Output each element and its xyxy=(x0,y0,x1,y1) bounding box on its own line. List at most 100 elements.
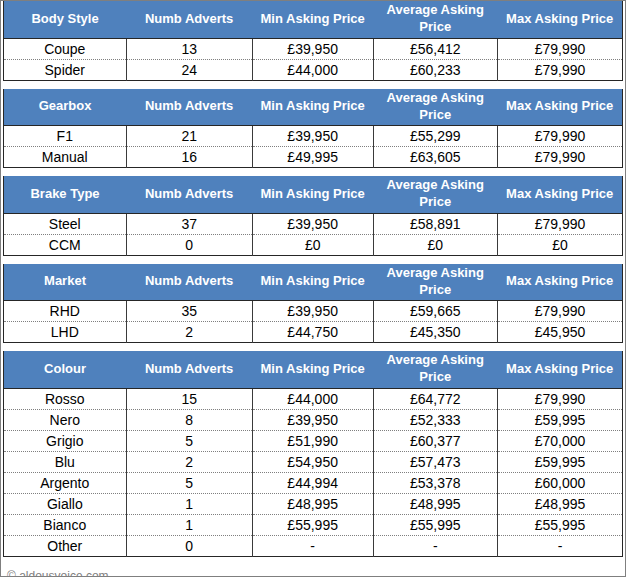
table-cell: £55,995 xyxy=(373,514,497,535)
table-cell: £44,994 xyxy=(252,472,373,493)
table-cell: 2 xyxy=(126,322,252,343)
table-cell: £44,000 xyxy=(252,59,373,80)
table-row: Bianco1£55,995£55,995£55,995 xyxy=(4,514,623,535)
column-header: Numb Adverts xyxy=(126,176,252,213)
table-cell: £79,990 xyxy=(497,126,622,147)
table-cell: £79,990 xyxy=(497,59,622,80)
table-cell: LHD xyxy=(4,322,127,343)
column-header: Max Asking Price xyxy=(497,89,622,126)
column-header-category: Body Style xyxy=(4,1,127,38)
column-header-category: Brake Type xyxy=(4,176,127,213)
table-cell: £53,378 xyxy=(373,472,497,493)
table-cell: £44,000 xyxy=(252,388,373,409)
table-cell: £59,665 xyxy=(373,301,497,322)
table-row: Grigio5£51,990£60,377£70,000 xyxy=(4,430,623,451)
table-cell: 0 xyxy=(126,535,252,556)
column-header: Min Asking Price xyxy=(252,176,373,213)
column-header: Max Asking Price xyxy=(497,264,622,301)
column-header: Min Asking Price xyxy=(252,351,373,388)
table-row: RHD35£39,950£59,665£79,990 xyxy=(4,301,623,322)
table-row: Rosso15£44,000£64,772£79,990 xyxy=(4,388,623,409)
table-cell: Giallo xyxy=(4,493,127,514)
column-header: Max Asking Price xyxy=(497,1,622,38)
table-cell: 2 xyxy=(126,451,252,472)
table-cell: £58,891 xyxy=(373,213,497,234)
table-cell: £63,605 xyxy=(373,147,497,168)
header-row: Body StyleNumb AdvertsMin Asking PriceAv… xyxy=(4,1,623,38)
table-cell: £79,990 xyxy=(497,38,622,59)
header-row: GearboxNumb AdvertsMin Asking PriceAvera… xyxy=(4,89,623,126)
column-header-category: Market xyxy=(4,264,127,301)
table-cell: £48,995 xyxy=(497,493,622,514)
table-cell: £39,950 xyxy=(252,126,373,147)
table-cell: Coupe xyxy=(4,38,127,59)
table-cell: RHD xyxy=(4,301,127,322)
table-cell: 5 xyxy=(126,472,252,493)
table-cell: £39,950 xyxy=(252,301,373,322)
table-row: Blu2£54,950£57,473£59,995 xyxy=(4,451,623,472)
table-cell: Manual xyxy=(4,147,127,168)
table-cell: 1 xyxy=(126,514,252,535)
table-cell: £79,990 xyxy=(497,301,622,322)
table-cell: £39,950 xyxy=(252,409,373,430)
table-cell: 8 xyxy=(126,409,252,430)
table-cell: - xyxy=(497,535,622,556)
table-cell: £51,990 xyxy=(252,430,373,451)
table-cell: £60,233 xyxy=(373,59,497,80)
column-header: Numb Adverts xyxy=(126,89,252,126)
table-cell: 35 xyxy=(126,301,252,322)
column-header-category: Colour xyxy=(4,351,127,388)
table-cell: £44,750 xyxy=(252,322,373,343)
table-cell: £79,990 xyxy=(497,388,622,409)
table-cell: Grigio xyxy=(4,430,127,451)
column-header: Min Asking Price xyxy=(252,89,373,126)
stats-page-frame: Body StyleNumb AdvertsMin Asking PriceAv… xyxy=(0,0,626,577)
column-header: Min Asking Price xyxy=(252,1,373,38)
table-cell: Rosso xyxy=(4,388,127,409)
table-cell: £55,995 xyxy=(252,514,373,535)
table-cell: £60,377 xyxy=(373,430,497,451)
table-cell: £55,995 xyxy=(497,514,622,535)
table-row: Spider24£44,000£60,233£79,990 xyxy=(4,59,623,80)
stats-table-body-style: Body StyleNumb AdvertsMin Asking PriceAv… xyxy=(3,1,623,81)
table-row: Nero8£39,950£52,333£59,995 xyxy=(4,409,623,430)
table-cell: Other xyxy=(4,535,127,556)
table-cell: £59,995 xyxy=(497,409,622,430)
header-row: MarketNumb AdvertsMin Asking PriceAverag… xyxy=(4,264,623,301)
table-row: Manual16£49,995£63,605£79,990 xyxy=(4,147,623,168)
table-cell: £52,333 xyxy=(373,409,497,430)
table-cell: 37 xyxy=(126,213,252,234)
column-header: Average Asking Price xyxy=(373,264,497,301)
table-cell: £48,995 xyxy=(373,493,497,514)
table-cell: £0 xyxy=(373,234,497,255)
table-cell: - xyxy=(252,535,373,556)
column-header: Average Asking Price xyxy=(373,351,497,388)
table-cell: 21 xyxy=(126,126,252,147)
table-cell: £64,772 xyxy=(373,388,497,409)
table-cell: £56,412 xyxy=(373,38,497,59)
stats-table-gearbox: GearboxNumb AdvertsMin Asking PriceAvera… xyxy=(3,89,623,169)
table-cell: £39,950 xyxy=(252,213,373,234)
table-cell: £0 xyxy=(497,234,622,255)
table-cell: CCM xyxy=(4,234,127,255)
header-row: Brake TypeNumb AdvertsMin Asking PriceAv… xyxy=(4,176,623,213)
table-row: Steel37£39,950£58,891£79,990 xyxy=(4,213,623,234)
table-cell: Bianco xyxy=(4,514,127,535)
stats-table-colour: ColourNumb AdvertsMin Asking PriceAverag… xyxy=(3,351,623,557)
column-header: Max Asking Price xyxy=(497,176,622,213)
column-header: Numb Adverts xyxy=(126,1,252,38)
header-row: ColourNumb AdvertsMin Asking PriceAverag… xyxy=(4,351,623,388)
table-cell: 0 xyxy=(126,234,252,255)
table-cell: £49,995 xyxy=(252,147,373,168)
table-row: Other0--- xyxy=(4,535,623,556)
table-cell: £60,000 xyxy=(497,472,622,493)
table-cell: Spider xyxy=(4,59,127,80)
copyright-footer: © aldousvoice.com xyxy=(3,565,623,577)
table-cell: £55,299 xyxy=(373,126,497,147)
table-cell: £70,000 xyxy=(497,430,622,451)
table-cell: £45,350 xyxy=(373,322,497,343)
table-cell: £79,990 xyxy=(497,147,622,168)
column-header: Average Asking Price xyxy=(373,1,497,38)
table-row: F121£39,950£55,299£79,990 xyxy=(4,126,623,147)
table-cell: F1 xyxy=(4,126,127,147)
